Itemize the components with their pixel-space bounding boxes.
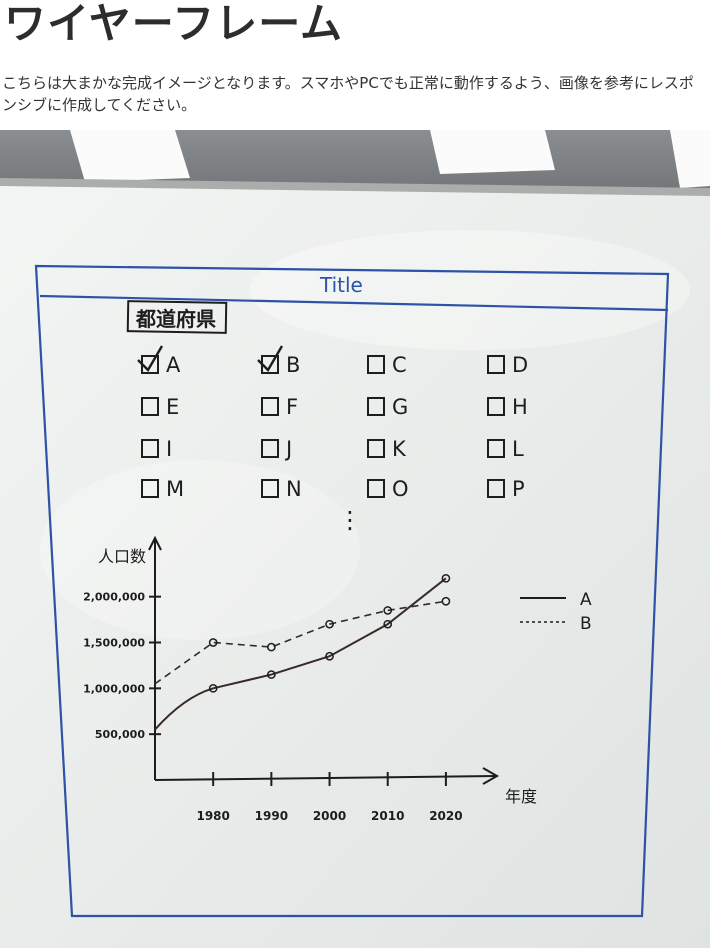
data-point bbox=[208, 683, 218, 693]
prefecture-checkbox-j[interactable]: J bbox=[261, 437, 292, 461]
checkbox-label: G bbox=[392, 395, 408, 419]
y-axis-arrow-icon bbox=[148, 535, 162, 551]
prefecture-label: 都道府県 bbox=[135, 307, 216, 331]
checkbox-label: H bbox=[512, 395, 528, 419]
data-point bbox=[325, 619, 334, 629]
ceiling-light bbox=[430, 130, 555, 174]
prefecture-checkbox-m[interactable]: M bbox=[141, 477, 184, 501]
checkbox-label: A bbox=[166, 353, 181, 377]
checkbox-label: L bbox=[512, 437, 524, 461]
prefecture-checkbox-f[interactable]: F bbox=[261, 395, 298, 419]
data-point bbox=[267, 670, 276, 679]
wireframe-frame bbox=[34, 264, 670, 918]
data-point bbox=[325, 651, 334, 661]
checkbox-label: E bbox=[166, 395, 179, 419]
series-line-a bbox=[154, 577, 447, 731]
checkbox-square bbox=[261, 479, 279, 498]
whiteboard-surface bbox=[0, 186, 710, 948]
ceiling-light bbox=[670, 130, 710, 188]
legend-label: A bbox=[580, 590, 592, 610]
prefecture-checkbox-c[interactable]: C bbox=[367, 353, 407, 377]
checkbox-square bbox=[141, 439, 159, 458]
checkbox-label: D bbox=[512, 353, 528, 377]
checkbox-square bbox=[261, 439, 279, 458]
legend-label: B bbox=[580, 614, 592, 634]
data-point bbox=[383, 619, 393, 629]
checkbox-label: P bbox=[512, 477, 525, 501]
prefecture-checkbox-o[interactable]: O bbox=[367, 477, 409, 501]
prefecture-checkbox-grid: A B C D E F G H I J K L M N O P bbox=[137, 345, 528, 501]
checkbox-label: K bbox=[392, 437, 407, 461]
y-tick-label: 1,000,000 bbox=[83, 682, 145, 695]
data-point bbox=[208, 638, 218, 647]
prefecture-checkbox-e[interactable]: E bbox=[141, 395, 179, 419]
checkbox-label: I bbox=[166, 437, 172, 461]
checkbox-label: F bbox=[286, 395, 298, 419]
checkbox-square bbox=[367, 355, 385, 374]
data-point bbox=[441, 596, 451, 606]
prefecture-checkbox-l[interactable]: L bbox=[487, 437, 524, 461]
checkbox-label: C bbox=[392, 353, 407, 377]
y-axis-label: 人口数 bbox=[98, 547, 146, 566]
checkbox-square bbox=[367, 439, 385, 458]
x-tick-label: 2020 bbox=[429, 809, 462, 823]
prefecture-label-box bbox=[126, 300, 228, 334]
data-point bbox=[267, 642, 276, 652]
checkbox-square bbox=[367, 397, 385, 416]
page-title: ワイヤーフレーム bbox=[4, 0, 343, 48]
data-point bbox=[383, 606, 393, 615]
x-axis-arrow-icon bbox=[482, 767, 500, 785]
x-axis bbox=[154, 775, 496, 781]
checkbox-label: N bbox=[286, 477, 302, 501]
prefecture-checkbox-d[interactable]: D bbox=[487, 353, 528, 377]
prefecture-checkbox-g[interactable]: G bbox=[367, 395, 408, 419]
checkbox-label: J bbox=[284, 437, 292, 461]
prefecture-checkbox-a[interactable]: A bbox=[137, 345, 181, 377]
prefecture-checkbox-n[interactable]: N bbox=[261, 477, 302, 501]
prefecture-checkbox-h[interactable]: H bbox=[487, 395, 528, 419]
y-tick-label: 500,000 bbox=[95, 728, 145, 741]
ceiling-light bbox=[70, 130, 190, 182]
more-ellipsis: ⋮ bbox=[338, 506, 362, 534]
prefecture-checkbox-i[interactable]: I bbox=[141, 437, 172, 461]
checkbox-square bbox=[487, 397, 505, 416]
x-tick-label: 2000 bbox=[313, 809, 346, 823]
checkbox-square bbox=[367, 479, 385, 498]
x-tick-label: 1990 bbox=[255, 809, 288, 823]
checkbox-square bbox=[261, 397, 279, 416]
checkbox-square bbox=[141, 479, 159, 498]
checkmark-icon bbox=[137, 345, 164, 372]
prefecture-checkbox-k[interactable]: K bbox=[367, 437, 407, 461]
checkbox-label: M bbox=[166, 477, 184, 501]
y-tick-label: 2,000,000 bbox=[83, 591, 145, 604]
frame-title: Title bbox=[319, 273, 363, 297]
prefecture-checkbox-b[interactable]: B bbox=[257, 345, 300, 377]
checkbox-label: O bbox=[392, 477, 409, 501]
checkbox-square bbox=[141, 397, 159, 416]
checkbox-square bbox=[487, 355, 505, 374]
checkmark-icon bbox=[257, 345, 284, 372]
prefecture-checkbox-p[interactable]: P bbox=[487, 477, 525, 501]
y-tick-label: 1,500,000 bbox=[83, 637, 145, 650]
x-tick-label: 2010 bbox=[371, 809, 404, 823]
checkbox-label: B bbox=[286, 353, 300, 377]
x-tick-label: 1980 bbox=[196, 809, 229, 823]
data-point bbox=[441, 573, 451, 583]
checkbox-square bbox=[487, 439, 505, 458]
page-description: こちらは大まかな完成イメージとなります。スマホやPCでも正常に動作するよう、画像… bbox=[2, 74, 694, 114]
checkbox-square bbox=[487, 479, 505, 498]
x-axis-label: 年度 bbox=[505, 787, 537, 806]
